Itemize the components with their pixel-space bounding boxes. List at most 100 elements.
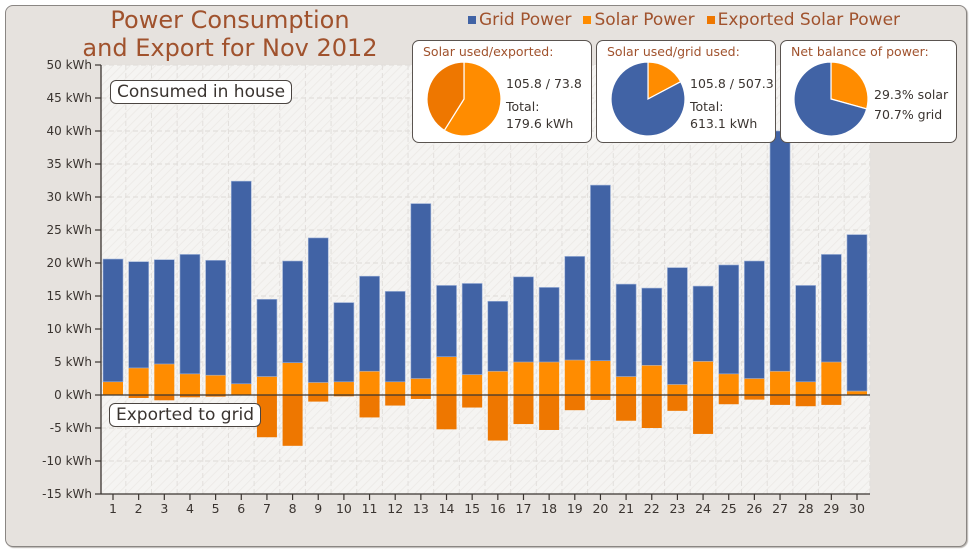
bar-solar-power — [103, 381, 123, 395]
bar-exported-solar-power — [667, 395, 688, 411]
bar-grid-power — [461, 283, 483, 375]
bar-grid-power — [359, 275, 380, 372]
x-tick-label: 22 — [644, 501, 660, 516]
legend-item-solar-power[interactable]: Solar Power — [583, 10, 695, 30]
y-tick-label: 35 kWh — [46, 157, 92, 171]
pie-slice — [426, 61, 465, 132]
bar-grid-power — [769, 130, 791, 372]
annotation-exported-to-grid: Exported to grid — [109, 403, 262, 427]
x-tick-label: 8 — [289, 501, 297, 516]
y-tick-label: 50 kWh — [46, 58, 92, 72]
bar-solar-power — [308, 382, 329, 395]
bar-grid-power — [590, 184, 611, 361]
bar-solar-power — [539, 362, 560, 395]
bar-grid-power — [179, 254, 201, 375]
pie-total-label: Total: — [506, 99, 540, 114]
x-tick-label: 21 — [618, 501, 634, 516]
bar-exported-solar-power — [410, 395, 431, 399]
y-tick-label: 30 kWh — [46, 190, 92, 204]
bar-solar-power — [770, 371, 791, 395]
chart-title-line-2: and Export for Nov 2012 — [82, 34, 378, 62]
x-tick-label: 12 — [387, 501, 403, 516]
x-tick-label: 23 — [669, 501, 685, 516]
pie-title: Solar used/exported: — [423, 44, 554, 59]
x-tick-label: 18 — [541, 501, 557, 516]
bar-exported-solar-power — [462, 395, 483, 408]
pie-grid-percent: 70.7% grid — [874, 107, 943, 122]
x-tick-label: 4 — [186, 501, 194, 516]
bar-exported-solar-power — [179, 395, 200, 398]
bar-grid-power — [615, 283, 637, 377]
y-tick-label: -5 kWh — [50, 421, 92, 435]
pie-slice — [443, 61, 502, 137]
bar-grid-power — [410, 203, 432, 379]
y-tick-label: 25 kWh — [46, 223, 92, 237]
annotation-consumed-in-house: Consumed in house — [110, 80, 293, 104]
x-tick-label: 17 — [516, 501, 532, 516]
bar-solar-power — [333, 381, 354, 395]
pie-chart-solar-used-exported — [426, 61, 502, 137]
bar-grid-power — [256, 298, 278, 377]
bar-solar-power — [744, 378, 765, 395]
bar-grid-power — [102, 258, 124, 383]
bar-solar-power — [590, 360, 611, 395]
legend: Grid Power Solar Power Exported Solar Po… — [468, 10, 900, 30]
y-tick-label: 45 kWh — [46, 91, 92, 105]
pie-chart-net-balance — [793, 61, 869, 137]
bar-grid-power — [564, 256, 586, 361]
bar-grid-power — [230, 180, 252, 385]
bar-grid-power — [205, 260, 226, 376]
bar-solar-power — [385, 381, 406, 395]
pie-chart-solar-used-grid-used — [610, 61, 686, 137]
bar-exported-solar-power — [770, 395, 791, 405]
x-tick-label: 5 — [212, 501, 220, 516]
bar-exported-solar-power — [154, 395, 175, 401]
bar-solar-power — [154, 363, 175, 395]
bar-exported-solar-power — [333, 395, 354, 397]
y-tick-label: 20 kWh — [46, 256, 92, 270]
y-tick-label: 5 kWh — [54, 355, 92, 369]
x-tick-label: 28 — [798, 501, 814, 516]
bar-exported-solar-power — [128, 395, 149, 398]
x-tick-label: 3 — [160, 501, 168, 516]
legend-swatch-solar — [583, 16, 592, 24]
bar-exported-solar-power — [590, 395, 611, 400]
bar-grid-power — [154, 259, 175, 365]
legend-swatch-exported — [706, 16, 715, 24]
x-tick-label: 25 — [721, 501, 737, 516]
bar-solar-power — [795, 381, 816, 395]
bar-solar-power — [616, 376, 637, 395]
x-tick-label: 16 — [490, 501, 506, 516]
bar-solar-power — [462, 374, 483, 395]
bar-grid-power — [436, 285, 457, 358]
y-tick-label: -15 kWh — [42, 487, 92, 501]
bar-grid-power — [641, 287, 663, 366]
bar-exported-solar-power — [385, 395, 406, 406]
bar-grid-power — [307, 237, 329, 383]
bar-exported-solar-power — [744, 395, 765, 400]
bar-exported-solar-power — [616, 395, 637, 421]
bar-exported-solar-power — [256, 395, 277, 438]
bar-grid-power — [718, 264, 740, 375]
bar-grid-power — [384, 291, 406, 383]
pie-slice — [830, 61, 869, 110]
bar-solar-power — [256, 376, 277, 395]
legend-item-grid-power[interactable]: Grid Power — [468, 10, 571, 30]
bar-exported-solar-power — [359, 395, 380, 418]
legend-item-exported-solar-power[interactable]: Exported Solar Power — [706, 10, 901, 30]
pie-total-label: Total: — [690, 99, 724, 114]
legend-label: Grid Power — [479, 10, 572, 30]
y-tick-label: 0 kWh — [54, 388, 92, 402]
bar-grid-power — [487, 300, 509, 372]
pie-ratio: 105.8 / 507.3 — [690, 76, 774, 91]
bar-exported-solar-power — [718, 395, 739, 405]
x-tick-label: 29 — [823, 501, 839, 516]
bar-grid-power — [846, 234, 868, 392]
bar-grid-power — [821, 254, 842, 363]
x-tick-label: 10 — [336, 501, 352, 516]
bar-solar-power — [718, 373, 739, 395]
legend-label: Exported Solar Power — [717, 10, 901, 30]
pie-box-net-balance: Net balance of power: 29.3% solar 70.7% … — [780, 40, 957, 143]
x-tick-label: 7 — [263, 501, 271, 516]
bar-solar-power — [436, 356, 457, 395]
